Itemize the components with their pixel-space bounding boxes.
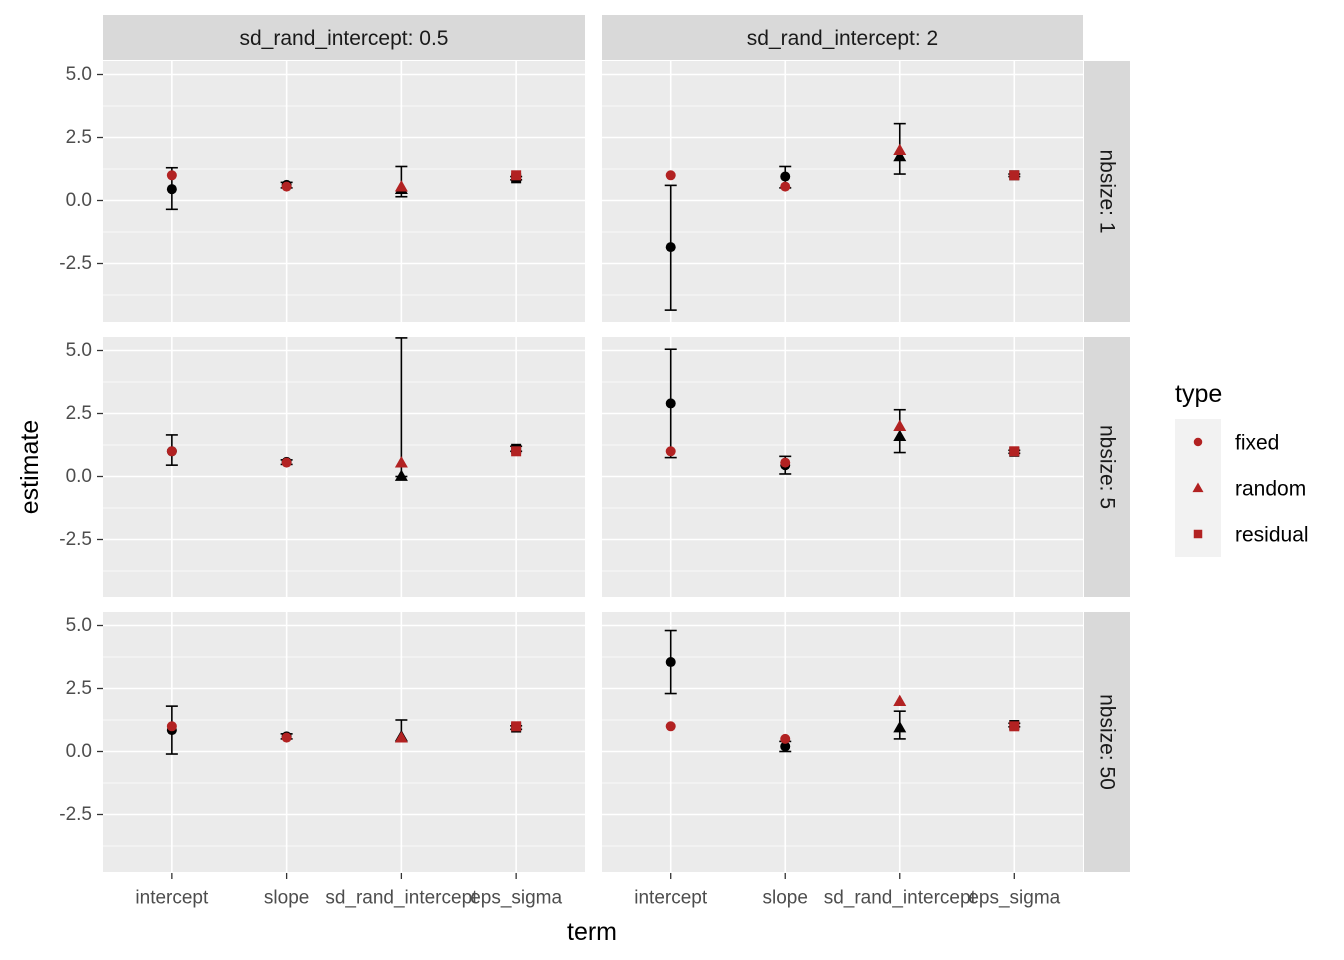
true-value-point-fixed bbox=[780, 733, 791, 744]
true-value-point-random bbox=[394, 180, 408, 192]
true-value-point-fixed bbox=[665, 170, 676, 181]
true-value-point-residual bbox=[1009, 446, 1020, 457]
legend-title: type bbox=[1175, 380, 1222, 408]
x-tick-label: sd_rand_intercept bbox=[325, 888, 478, 909]
x-tick-label: sd_rand_intercept bbox=[824, 888, 977, 909]
col-strip bbox=[602, 15, 1083, 60]
true-value-point-residual bbox=[511, 170, 522, 181]
x-tick-label: slope bbox=[264, 888, 309, 909]
true-value-point-residual bbox=[511, 721, 522, 732]
true-value-point-random bbox=[394, 731, 408, 743]
panel-background bbox=[103, 61, 585, 322]
legend-label: random bbox=[1235, 478, 1306, 501]
true-value-point-random bbox=[394, 456, 408, 468]
y-tick-label: 2.5 bbox=[66, 403, 92, 424]
y-axis-title: estimate bbox=[16, 420, 44, 514]
legend-triangle-icon bbox=[1192, 482, 1204, 493]
row-strip-label: nbsize: 5 bbox=[1096, 425, 1119, 509]
true-value-point-fixed bbox=[166, 721, 177, 732]
true-value-point-fixed bbox=[166, 446, 177, 457]
y-tick-label: 2.5 bbox=[66, 678, 92, 699]
true-value-point-fixed bbox=[281, 732, 292, 743]
panel-r2-c1 bbox=[602, 612, 1083, 872]
panel-r1-c1 bbox=[602, 337, 1083, 597]
legend-circle-icon bbox=[1193, 437, 1203, 447]
true-value-point-fixed bbox=[281, 457, 292, 468]
panel-r0-c1 bbox=[602, 61, 1083, 322]
panel-r2-c0 bbox=[103, 612, 585, 872]
row-strip bbox=[1084, 337, 1130, 597]
legend-label: residual bbox=[1235, 524, 1309, 547]
col-strip-label: sd_rand_intercept: 0.5 bbox=[240, 27, 449, 50]
panel-r1-c0 bbox=[103, 337, 585, 597]
x-axis-title: term bbox=[567, 918, 617, 946]
estimate-point bbox=[893, 721, 907, 733]
row-strip bbox=[1084, 612, 1130, 872]
panel-r0-c0 bbox=[103, 61, 585, 322]
estimate-point bbox=[665, 242, 676, 253]
estimate-point bbox=[780, 171, 791, 182]
y-tick-label: 0.0 bbox=[66, 190, 92, 211]
true-value-point-residual bbox=[511, 446, 522, 457]
true-value-point-fixed bbox=[780, 181, 791, 192]
legend-square-icon bbox=[1193, 529, 1203, 539]
legend-label: fixed bbox=[1235, 432, 1279, 455]
y-tick-label: 0.0 bbox=[66, 741, 92, 762]
y-tick-label: -2.5 bbox=[59, 253, 92, 274]
strips-layer: nbsize: 1 nbsize: 5 nbsize: 50 sd_rand_inte… bbox=[103, 15, 1130, 872]
x-tick-label: intercept bbox=[634, 888, 708, 909]
true-value-point-random bbox=[893, 694, 907, 706]
panel-background bbox=[602, 612, 1083, 872]
col-strip bbox=[103, 15, 585, 60]
true-value-point-fixed bbox=[665, 446, 676, 457]
x-tick-label: eps_sigma bbox=[470, 888, 562, 909]
estimate-point bbox=[665, 398, 676, 409]
true-value-point-residual bbox=[1009, 721, 1020, 732]
x-tick-label: slope bbox=[763, 888, 808, 909]
estimate-point bbox=[394, 469, 408, 481]
y-tick-label: 5.0 bbox=[66, 340, 92, 361]
y-tick-label: 2.5 bbox=[66, 127, 92, 148]
panel-background bbox=[602, 337, 1083, 597]
col-strip-label: sd_rand_intercept: 2 bbox=[747, 27, 938, 50]
estimate-point bbox=[166, 184, 177, 195]
panel-background bbox=[103, 337, 585, 597]
estimate-point bbox=[665, 657, 676, 668]
y-tick-label: 5.0 bbox=[66, 615, 92, 636]
y-tick-label: 0.0 bbox=[66, 466, 92, 487]
estimate-point bbox=[893, 149, 907, 162]
row-strip bbox=[1084, 61, 1130, 322]
row-strip-label: nbsize: 50 bbox=[1096, 694, 1119, 790]
true-value-point-random bbox=[893, 419, 907, 431]
panel-background bbox=[103, 612, 585, 872]
row-strip-label: nbsize: 1 bbox=[1096, 149, 1119, 233]
x-tick-label: intercept bbox=[135, 888, 209, 909]
true-value-point-fixed bbox=[780, 457, 791, 468]
true-value-point-fixed bbox=[665, 721, 676, 732]
legend-entry-residual: residual bbox=[1175, 511, 1309, 557]
true-value-point-residual bbox=[1009, 170, 1020, 181]
estimate-point bbox=[780, 741, 791, 752]
true-value-point-random bbox=[893, 143, 907, 155]
axes-layer: -2.5 0.0 2.5 5.0 -2.5 0.0 2.5 5.0 -2.5 0.0 2.5 5.0 i… bbox=[59, 64, 1060, 909]
true-value-point-fixed bbox=[166, 170, 177, 181]
x-tick-label: eps_sigma bbox=[968, 888, 1060, 909]
estimate-point bbox=[893, 429, 907, 442]
y-tick-label: 5.0 bbox=[66, 64, 92, 85]
legend-entry-fixed: fixed bbox=[1175, 419, 1279, 465]
y-tick-label: -2.5 bbox=[59, 529, 92, 550]
legend: type fixed random residual bbox=[1175, 380, 1309, 557]
panel-background bbox=[602, 61, 1083, 322]
panels-layer bbox=[103, 61, 1083, 872]
legend-entry-random: random bbox=[1175, 465, 1306, 511]
true-value-point-fixed bbox=[281, 181, 292, 192]
y-tick-label: -2.5 bbox=[59, 804, 92, 825]
